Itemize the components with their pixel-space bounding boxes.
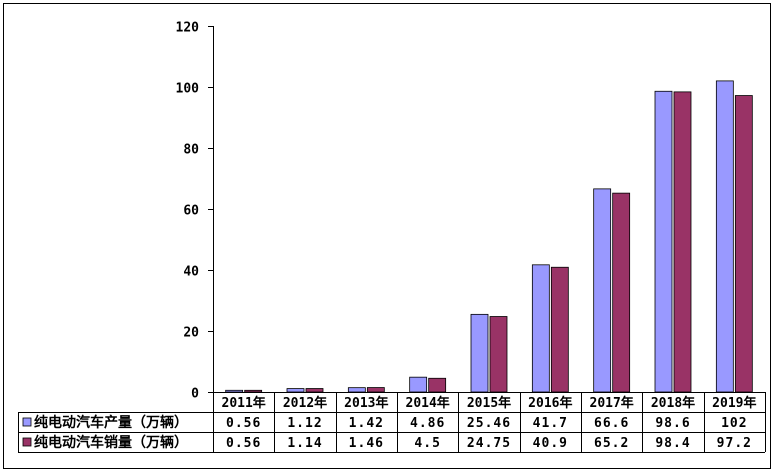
data-value-label: 1.12 — [287, 416, 322, 431]
data-value-label: 1.42 — [349, 416, 384, 431]
y-axis: 0 20 40 60 80 100 120 — [176, 21, 214, 402]
bar-series-2 — [244, 389, 263, 393]
x-category-label: 2019年 — [712, 395, 756, 411]
legend-label: 纯电动汽车产量（万辆） — [34, 414, 188, 431]
y-tick-label: 40 — [183, 265, 199, 280]
bar-series-1 — [593, 188, 612, 393]
data-table: 2011年 2012年 2013年 2014年 2015年 2016年 2017年 2018年… — [18, 392, 766, 453]
data-value-label: 24.75 — [467, 436, 511, 451]
y-tick-label: 0 — [191, 387, 199, 402]
bar-series-2 — [366, 387, 385, 393]
data-value-label: 65.2 — [594, 436, 629, 451]
bar-series-2 — [673, 91, 692, 393]
y-tick-label: 80 — [183, 143, 199, 158]
bar-series-2 — [428, 377, 447, 393]
bar-series-1 — [225, 389, 244, 393]
x-category-label: 2012年 — [283, 395, 327, 411]
bars — [225, 80, 753, 393]
data-value-label: 0.56 — [226, 436, 261, 451]
data-value-label: 4.86 — [410, 416, 445, 431]
bar-series-1 — [286, 388, 305, 393]
x-category-label: 2017年 — [590, 395, 634, 411]
bar-series-1 — [470, 313, 489, 393]
chart-frame — [3, 3, 771, 469]
data-value-label: 1.46 — [349, 436, 384, 451]
bar-series-2 — [305, 388, 324, 393]
data-value-label: 66.6 — [594, 416, 629, 431]
data-value-label: 0.56 — [226, 416, 261, 431]
bar-series-2 — [550, 266, 569, 393]
data-value-label: 40.9 — [533, 436, 568, 451]
y-tick-label: 60 — [183, 204, 199, 219]
bar-series-2 — [489, 316, 508, 393]
legend-swatch — [22, 437, 32, 447]
bar-series-1 — [531, 264, 550, 393]
y-tick-label: 100 — [176, 82, 200, 97]
x-category-label: 2016年 — [528, 395, 572, 411]
legend-swatch — [22, 417, 32, 427]
bar-series-2 — [734, 95, 753, 393]
x-category-label: 2011年 — [222, 395, 266, 411]
bar-series-1 — [654, 90, 673, 393]
bar-series-1 — [347, 387, 366, 393]
x-category-label: 2013年 — [344, 395, 388, 411]
bar-series-1 — [715, 80, 734, 393]
data-value-label: 97.2 — [717, 436, 752, 451]
data-value-label: 98.6 — [655, 416, 690, 431]
bar-series-2 — [612, 192, 631, 393]
y-tick-label: 120 — [176, 21, 200, 36]
data-value-label: 25.46 — [467, 416, 511, 431]
data-value-label: 41.7 — [533, 416, 568, 431]
data-value-label: 1.14 — [287, 436, 322, 451]
y-tick-label: 20 — [183, 326, 199, 341]
data-value-label: 102 — [721, 416, 747, 431]
x-category-label: 2018年 — [651, 395, 695, 411]
x-category-label: 2015年 — [467, 395, 511, 411]
data-value-label: 4.5 — [414, 436, 440, 451]
bar-series-1 — [409, 376, 428, 393]
x-category-label: 2014年 — [406, 395, 450, 411]
data-value-label: 98.4 — [655, 436, 690, 451]
legend-label: 纯电动汽车销量（万辆） — [34, 434, 188, 451]
